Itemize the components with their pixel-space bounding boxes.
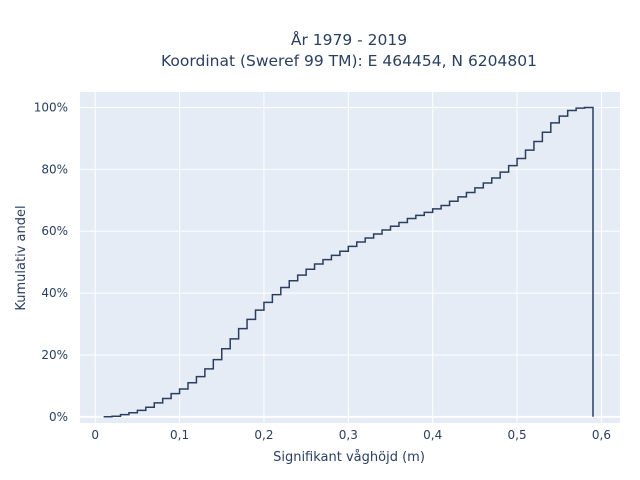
- x-tick-label: 0,1: [170, 428, 189, 442]
- grid-lines: [80, 92, 620, 423]
- series-layer: [103, 106, 594, 418]
- chart-title-line-1: År 1979 - 2019: [291, 30, 407, 49]
- series-step-line: [103, 106, 594, 418]
- y-tick-label: 80%: [41, 162, 68, 176]
- y-tick-label: 40%: [41, 286, 68, 300]
- chart-title-line-2: Koordinat (Sweref 99 TM): E 464454, N 62…: [161, 52, 537, 70]
- x-tick-label: 0,3: [339, 428, 358, 442]
- y-axis-label: Kumulativ andel: [14, 205, 29, 310]
- y-tick-label: 100%: [34, 100, 68, 114]
- x-tick-label: 0,5: [508, 428, 527, 442]
- y-axis-ticks: 0% 20% 40% 60% 80% 100%: [34, 100, 68, 423]
- x-tick-label: 0,6: [592, 428, 611, 442]
- x-tick-label: 0: [91, 428, 99, 442]
- x-tick-label: 0,2: [254, 428, 273, 442]
- y-tick-label: 60%: [41, 224, 68, 238]
- plot-background: [80, 92, 620, 423]
- x-axis-ticks: 0 0,1 0,2 0,3 0,4 0,5 0,6: [91, 428, 611, 442]
- x-axis-label: Signifikant våghöjd (m): [273, 450, 425, 465]
- x-tick-label: 0,4: [423, 428, 442, 442]
- y-tick-label: 20%: [41, 348, 68, 362]
- y-tick-label: 0%: [49, 410, 68, 424]
